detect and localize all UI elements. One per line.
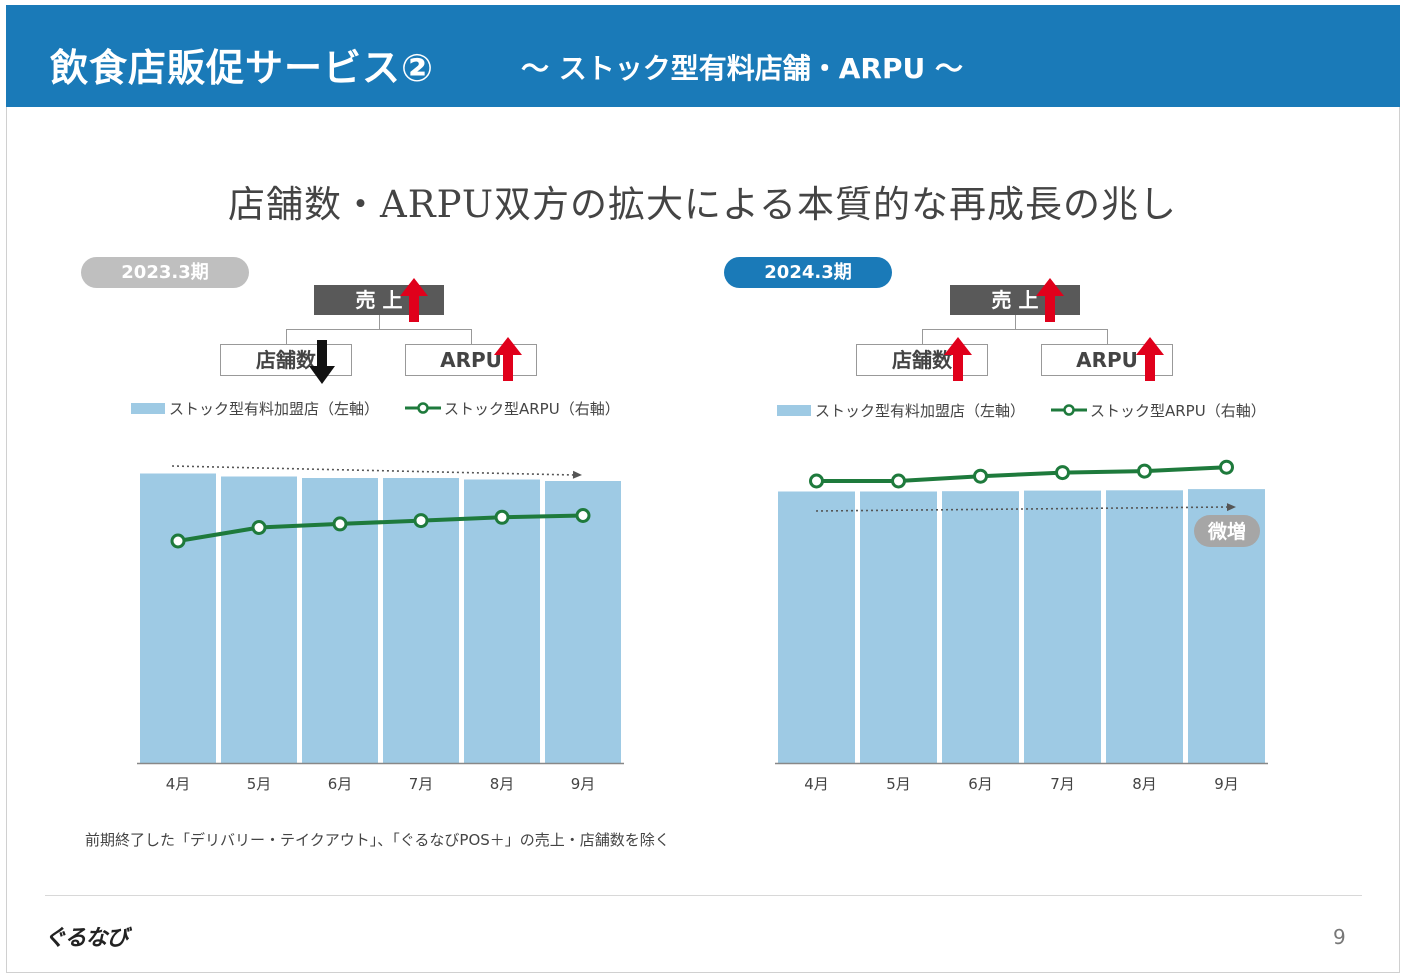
arpu-point-9月 xyxy=(575,508,591,523)
bar-4月 xyxy=(778,491,855,763)
x-tick-label: 4月 xyxy=(166,775,191,793)
footer-divider xyxy=(45,895,1362,896)
bar-8月 xyxy=(464,479,540,763)
tree-connector xyxy=(286,329,472,330)
header-bar: 飲食店販促サービス② ～ ストック型有料店舗・ARPU ～ xyxy=(6,5,1400,107)
x-tick-label: 6月 xyxy=(968,775,993,793)
tree-connector xyxy=(1107,329,1108,344)
x-tick-label: 8月 xyxy=(1132,775,1157,793)
store-count-box: 店舗数 xyxy=(220,344,352,376)
arpu-point-5月 xyxy=(891,473,906,489)
trend-arrowhead-icon xyxy=(1226,503,1236,512)
arpu-point-7月 xyxy=(413,513,429,529)
legend-2024: ストック型有料加盟店（左軸） ストック型ARPU（右軸） xyxy=(777,400,1297,420)
footnote: 前期終了した「デリバリー・テイクアウト」、「ぐるなびPOS＋」の売上・店舗数を除… xyxy=(85,831,670,849)
arpu-point-4月 xyxy=(170,533,186,549)
tree-connector xyxy=(379,315,380,329)
bar-4月 xyxy=(140,473,216,763)
down-arrow-icon xyxy=(309,340,335,384)
arpu-point-5月 xyxy=(251,520,267,535)
chart-2023: 4月 5月 6月 7月 8月 9月 xyxy=(137,465,624,793)
tree-connector xyxy=(286,329,287,344)
tree-connector xyxy=(922,329,1108,330)
x-tick-label: 6月 xyxy=(328,775,353,793)
bar-9月 xyxy=(545,481,621,763)
bar-legend-swatch xyxy=(777,405,811,416)
trend-arrowhead-icon xyxy=(572,470,582,479)
headline: 店舗数・ARPU双方の拡大による本質的な再成長の兆し xyxy=(228,183,1177,226)
tree-connector xyxy=(1015,315,1016,329)
up-arrow-icon xyxy=(400,278,428,322)
arpu-point-7月 xyxy=(1055,465,1070,481)
x-tick-label: 7月 xyxy=(1050,775,1075,793)
arpu-point-4月 xyxy=(809,473,824,489)
up-arrow-icon xyxy=(494,337,522,381)
arpu-point-8月 xyxy=(1137,463,1152,479)
gurunavi-logo: ぐるなび xyxy=(44,926,129,951)
arpu-line xyxy=(816,465,1227,483)
arpu-point-8月 xyxy=(494,509,510,525)
up-arrow-icon xyxy=(944,337,972,381)
line-legend-marker-icon xyxy=(1051,404,1087,416)
trend-arrow-line xyxy=(815,506,1229,512)
x-tick-label: 9月 xyxy=(571,775,596,793)
slide-title: 飲食店販促サービス② xyxy=(50,46,435,90)
arpu-point-6月 xyxy=(973,468,988,484)
page-number: 9 xyxy=(1333,925,1346,949)
x-tick-label: 7月 xyxy=(409,775,434,793)
chart-2024: 4月 5月 6月 7月 8月 9月 微増 xyxy=(775,459,1268,793)
bar-legend-label: ストック型有料加盟店（左軸） xyxy=(815,402,1026,420)
arpu-line xyxy=(177,513,584,543)
x-tick-label: 4月 xyxy=(804,775,829,793)
tree-connector xyxy=(922,329,923,344)
annotation-badge: 微増 xyxy=(1194,515,1260,547)
arpu-point-9月 xyxy=(1219,459,1234,475)
line-legend-marker-icon xyxy=(405,402,441,414)
period-badge-2024: 2024.3期 xyxy=(724,257,892,288)
arpu-point-6月 xyxy=(332,516,348,532)
x-tick-label: 5月 xyxy=(886,775,911,793)
bar-7月 xyxy=(1024,490,1101,763)
bar-5月 xyxy=(860,491,937,763)
annotation-label: 微増 xyxy=(1207,520,1246,543)
bar-legend-swatch xyxy=(131,403,165,414)
bar-5月 xyxy=(221,476,297,763)
x-tick-label: 9月 xyxy=(1214,775,1239,793)
slide-subtitle: ～ ストック型有料店舗・ARPU ～ xyxy=(521,52,963,85)
bar-legend-label: ストック型有料加盟店（左軸） xyxy=(169,400,380,418)
up-arrow-icon xyxy=(1036,278,1064,322)
line-legend-label: ストック型ARPU（右軸） xyxy=(444,400,620,418)
x-tick-label: 5月 xyxy=(247,775,272,793)
x-tick-label: 8月 xyxy=(490,775,515,793)
legend-2023: ストック型有料加盟店（左軸） ストック型ARPU（右軸） xyxy=(131,398,651,418)
bar-6月 xyxy=(942,491,1019,763)
line-legend-label: ストック型ARPU（右軸） xyxy=(1090,402,1266,420)
up-arrow-icon xyxy=(1136,337,1164,381)
tree-connector xyxy=(471,329,472,344)
period-badge-2023: 2023.3期 xyxy=(81,257,249,288)
bar-8月 xyxy=(1106,490,1183,763)
trend-arrow-line xyxy=(171,465,575,476)
